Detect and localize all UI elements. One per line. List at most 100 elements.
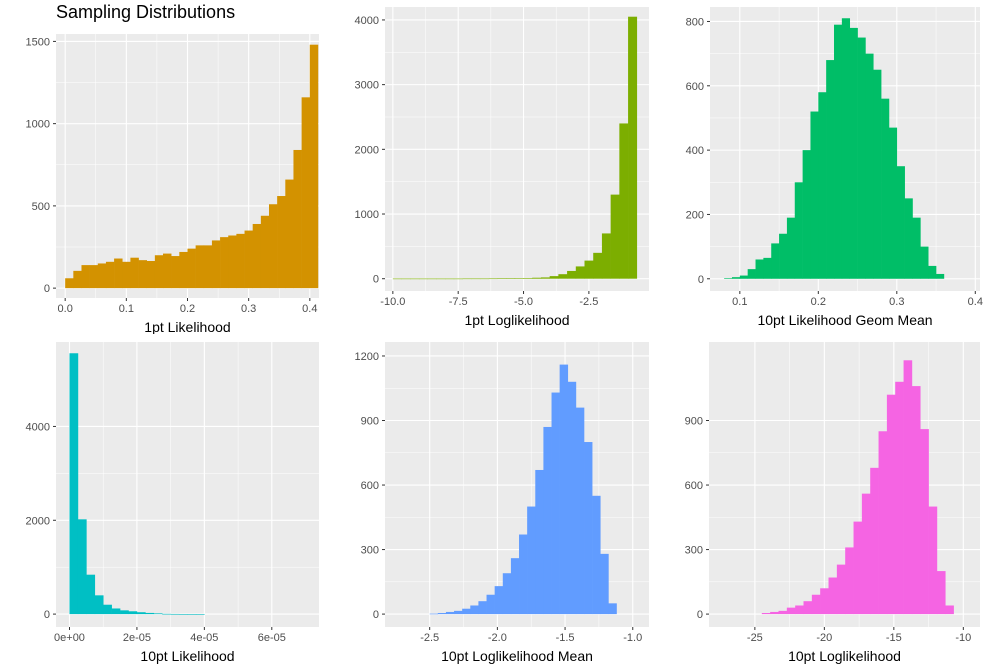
chart4-bar (608, 603, 617, 615)
chart5-bar (928, 506, 938, 615)
chart0-y-tick-label: 1500 (26, 36, 50, 48)
chart2-bar (873, 69, 882, 279)
chart0-bar (236, 233, 245, 289)
chart0-bar (268, 204, 278, 289)
chart1-bar (401, 278, 411, 280)
chart1-x-tick-label: -10.0 (380, 296, 405, 308)
chart1-bar (567, 270, 577, 279)
histogram-10pt-likelihood: 0e+00 2e-05 4e-05 6e-05 0 2000 4000 10pt Likeli… (26, 342, 319, 664)
chart4-y-tick-label: 0 (373, 609, 379, 621)
chart5-bar (820, 588, 829, 615)
chart2-bar (904, 198, 913, 279)
chart1-bar (540, 277, 550, 279)
histogram-1pt-loglikelihood: -10.0 -7.5 -5.0 -2.5 0 1000 2000 3000 4000 1pt Lo… (355, 7, 649, 328)
chart3-bar (170, 613, 180, 615)
chart1-bar (506, 278, 516, 279)
chart2-bar (779, 233, 788, 279)
chart5-bar (861, 493, 871, 615)
chart1-bar (445, 278, 455, 280)
chart3-y-tick-label: 4000 (26, 421, 50, 433)
chart3-y-tick-label: 2000 (26, 515, 50, 527)
chart4-bar (486, 594, 495, 615)
chart5-bar (911, 386, 921, 615)
chart3-bar (120, 610, 129, 615)
chart2-x-tick-label: 0.4 (968, 296, 983, 308)
chart1-bar (523, 278, 533, 279)
chart1-bar (497, 278, 507, 279)
chart0-x-tick-label: 0.2 (180, 303, 195, 315)
chart0-bar (73, 270, 82, 289)
chart2-bar (810, 111, 819, 279)
chart4-bar (559, 364, 569, 615)
chart5-bar (886, 394, 896, 615)
chart0-bar (81, 265, 90, 289)
chart0-bar (244, 230, 253, 289)
chart0-bar (309, 44, 319, 289)
chart4-x-tick-label: -1.0 (623, 632, 642, 644)
chart5-bar (845, 547, 854, 615)
chart4-x-tick-label: -2.5 (420, 632, 439, 644)
chart1-bar (532, 277, 542, 279)
chart2-bar (802, 150, 811, 279)
chart5-x-tick-label: -10 (955, 632, 971, 644)
chart4-x-tick-label: -1.5 (556, 632, 575, 644)
chart1-bar (427, 278, 437, 280)
chart0-x-tick-label: 0.4 (302, 303, 317, 315)
chart2-bar (755, 259, 764, 279)
chart1-bar (593, 252, 603, 279)
chart5-bar (836, 564, 846, 615)
chart1-bar (549, 276, 559, 279)
panel-10pt-likelihood-geom-mean: 0.1 0.2 0.3 0.4 0 200 400 600 800 10pt Likelihood… (660, 0, 989, 334)
chart5-bar (895, 381, 904, 615)
panel-10pt-likelihood: 0e+00 2e-05 4e-05 6e-05 0 2000 4000 10pt Likeli… (0, 334, 330, 672)
chart3-bar (77, 519, 87, 615)
chart0-bar (301, 97, 311, 289)
chart2-y-tick-label: 600 (686, 81, 704, 93)
chart5-bar (903, 360, 913, 615)
chart1-bar (575, 266, 585, 279)
panel-10pt-loglikelihood: -25 -20 -15 -10 0 300 600 900 10pt Loglikelihood (660, 334, 989, 672)
chart1-y-tick-label: 1000 (355, 209, 379, 221)
chart3-bar (153, 613, 163, 615)
chart3-bar (69, 353, 79, 615)
chart1-bar (418, 278, 428, 280)
chart4-bar (600, 553, 609, 615)
chart3-x-tick-label: 4e-05 (190, 632, 218, 644)
chart2-bar (920, 246, 929, 279)
chart0-bar (252, 223, 262, 289)
chart4-bar (502, 573, 512, 615)
chart0-bar (187, 248, 196, 289)
chart0-y-tick-label: 0 (44, 283, 50, 295)
chart3-x-tick-label: 6e-05 (258, 632, 286, 644)
chart0-bar (220, 237, 229, 289)
chart0-bar (203, 245, 213, 289)
chart1-bar (601, 233, 611, 279)
chart0-bar (285, 179, 294, 289)
chart4-bar (478, 601, 487, 615)
chart2-bar (747, 269, 756, 279)
chart5-x-tick-label: -20 (816, 632, 832, 644)
chart5-bar (803, 601, 813, 615)
chart2-bar (771, 243, 780, 279)
chart5-bar (936, 571, 946, 615)
chart2-bar (724, 278, 733, 279)
chart2-y-tick-label: 400 (686, 145, 704, 157)
chart0-bar (211, 240, 221, 289)
chart4-bar (551, 392, 560, 615)
chart0-bar (122, 261, 131, 289)
chart4-bar (527, 506, 536, 615)
chart3-bar (162, 613, 171, 615)
chart4-bar (454, 610, 463, 615)
chart2-bar (818, 92, 827, 279)
chart4-bar (519, 534, 528, 615)
chart3-y-tick-label: 0 (44, 609, 50, 621)
chart4-bar (494, 586, 504, 615)
panel-10pt-loglikelihood-mean: -2.5 -2.0 -1.5 -1.0 0 300 600 900 1200 10pt Logli… (330, 334, 660, 672)
chart0-bar (89, 265, 99, 289)
chart0-x-axis-title: 1pt Likelihood (144, 319, 230, 334)
chart4-bar (437, 613, 447, 615)
chart2-bar (786, 217, 796, 279)
chart0-bar (179, 251, 188, 289)
chart2-x-axis-title: 10pt Likelihood Geom Mean (757, 312, 932, 328)
chart3-bar (128, 611, 138, 615)
